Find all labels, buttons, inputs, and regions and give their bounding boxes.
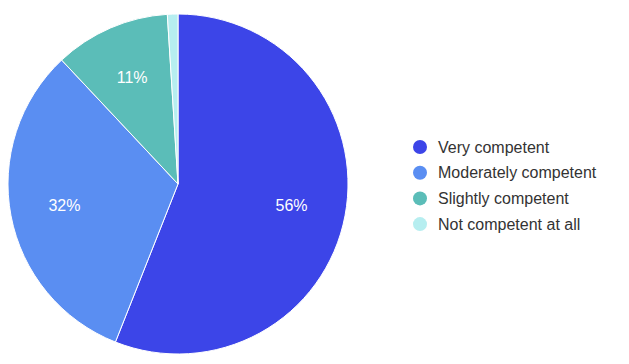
- legend-item: Very competent: [413, 139, 550, 156]
- legend-item: Moderately competent: [413, 164, 597, 181]
- legend-label: Moderately competent: [438, 164, 597, 181]
- legend-swatch: [413, 217, 427, 231]
- data-labels: 56% 32% 11%: [48, 69, 307, 214]
- legend-item: Not competent at all: [413, 216, 580, 233]
- data-label: 11%: [117, 69, 148, 86]
- legend-label: Very competent: [438, 139, 550, 156]
- pie: [8, 14, 348, 354]
- legend-swatch: [413, 166, 427, 180]
- chart: 56% 32% 11% Very competent Moderately compet…: [0, 0, 629, 364]
- pie-slice: [167, 14, 178, 184]
- data-label: 32%: [48, 197, 80, 214]
- legend-label: Not competent at all: [438, 216, 580, 233]
- legend: Very competent Moderately competent Slight…: [413, 139, 597, 233]
- legend-swatch: [413, 191, 427, 205]
- legend-item: Slightly competent: [413, 190, 569, 207]
- pie-slice: [62, 14, 178, 184]
- legend-label: Slightly competent: [438, 190, 569, 207]
- data-label: 56%: [276, 197, 308, 214]
- legend-swatch: [413, 140, 427, 154]
